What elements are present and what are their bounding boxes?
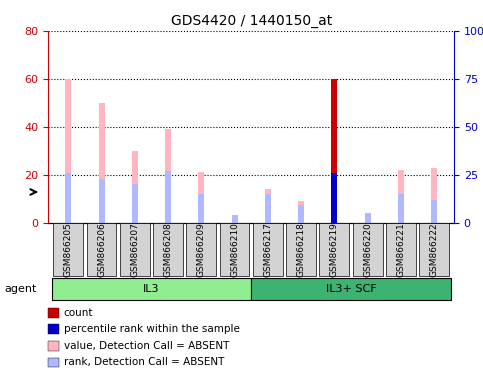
FancyBboxPatch shape (86, 223, 116, 276)
Bar (398, 170, 404, 223)
Bar (65, 79, 71, 223)
FancyBboxPatch shape (419, 223, 449, 276)
FancyBboxPatch shape (186, 223, 216, 276)
Text: percentile rank within the sample: percentile rank within the sample (64, 324, 240, 334)
Text: GSM866209: GSM866209 (197, 222, 206, 277)
FancyBboxPatch shape (153, 223, 183, 276)
Text: count: count (64, 308, 93, 318)
Bar (265, 189, 271, 223)
FancyBboxPatch shape (251, 278, 451, 300)
Bar (99, 103, 104, 223)
Text: IL3+ SCF: IL3+ SCF (326, 284, 376, 294)
Bar (398, 194, 404, 223)
Text: agent: agent (5, 284, 37, 294)
Bar (199, 194, 204, 223)
Text: GSM866221: GSM866221 (397, 222, 405, 277)
FancyBboxPatch shape (253, 223, 283, 276)
Bar (132, 184, 138, 223)
Bar (331, 173, 337, 223)
Text: GSM866217: GSM866217 (263, 222, 272, 277)
Bar (231, 215, 238, 223)
Bar (365, 213, 370, 223)
Text: GSM866208: GSM866208 (164, 222, 172, 277)
Text: GSM866210: GSM866210 (230, 222, 239, 277)
Bar (298, 201, 304, 223)
Text: IL3: IL3 (143, 284, 160, 294)
Title: GDS4420 / 1440150_at: GDS4420 / 1440150_at (170, 14, 332, 28)
Text: value, Detection Call = ABSENT: value, Detection Call = ABSENT (64, 341, 229, 351)
Bar (99, 179, 104, 223)
Text: GSM866205: GSM866205 (64, 222, 73, 277)
Bar (298, 205, 304, 223)
Bar (431, 167, 437, 223)
Bar (199, 172, 204, 223)
Text: GSM866220: GSM866220 (363, 222, 372, 277)
Bar (265, 194, 271, 223)
Bar (165, 129, 171, 223)
Bar (165, 171, 171, 223)
FancyBboxPatch shape (52, 278, 251, 300)
FancyBboxPatch shape (220, 223, 250, 276)
Text: GSM866218: GSM866218 (297, 222, 306, 277)
Text: GSM866219: GSM866219 (330, 222, 339, 277)
Text: GSM866222: GSM866222 (429, 222, 439, 277)
Text: GSM866207: GSM866207 (130, 222, 139, 277)
Text: rank, Detection Call = ABSENT: rank, Detection Call = ABSENT (64, 358, 224, 367)
Bar (331, 79, 337, 223)
FancyBboxPatch shape (319, 223, 349, 276)
Bar (132, 151, 138, 223)
FancyBboxPatch shape (120, 223, 150, 276)
FancyBboxPatch shape (386, 223, 416, 276)
Text: GSM866206: GSM866206 (97, 222, 106, 277)
FancyBboxPatch shape (353, 223, 383, 276)
Bar (431, 200, 437, 223)
FancyBboxPatch shape (286, 223, 316, 276)
Bar (65, 173, 71, 223)
FancyBboxPatch shape (53, 223, 83, 276)
